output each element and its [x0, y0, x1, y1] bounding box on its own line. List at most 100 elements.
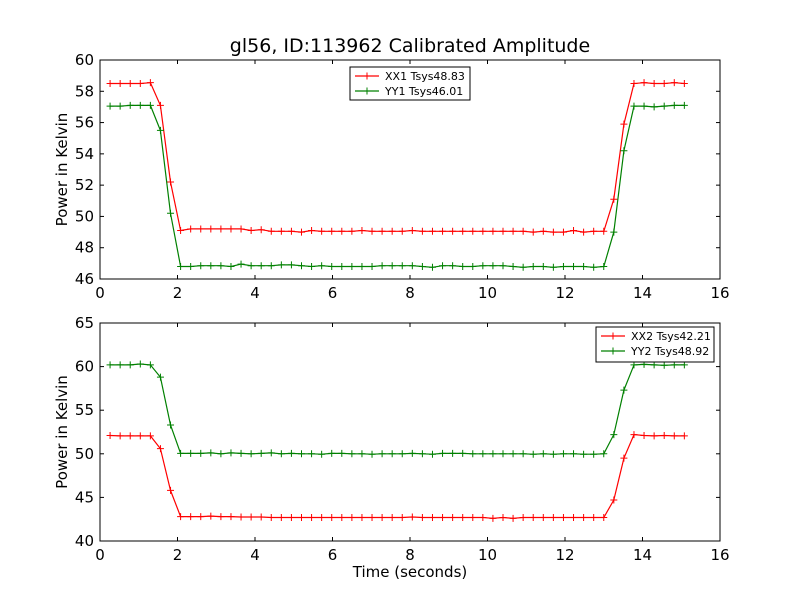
data-point [217, 450, 225, 458]
data-point [136, 101, 144, 109]
data-point [136, 79, 144, 87]
data-point [348, 227, 356, 235]
data-point [388, 450, 396, 458]
data-point [378, 513, 386, 521]
y-tick-label: 60 [75, 358, 94, 376]
data-point [207, 262, 215, 270]
y-axis-label: Power in Kelvin [53, 113, 71, 227]
data-point [277, 227, 285, 235]
x-tick-label: 0 [95, 284, 105, 302]
data-point [660, 79, 668, 87]
data-point [549, 513, 557, 521]
data-point [590, 263, 598, 271]
series-2 [106, 101, 688, 271]
data-point [358, 450, 366, 458]
data-point [459, 227, 467, 235]
data-point [378, 227, 386, 235]
series-1 [106, 431, 688, 522]
data-point [227, 513, 235, 521]
data-point [298, 450, 305, 458]
data-point [519, 263, 527, 271]
data-point [479, 450, 487, 458]
data-point [136, 360, 144, 368]
data-point [146, 432, 154, 440]
data-point [156, 101, 164, 109]
legend: XX1 Tsys48.83 YY1 Tsys46.01 [349, 66, 471, 101]
data-point [610, 195, 618, 203]
chart-title: gl56, ID:113962 Calibrated Amplitude [230, 35, 590, 57]
data-point [388, 227, 396, 235]
data-point [358, 262, 366, 270]
data-point [408, 262, 416, 270]
data-point [640, 79, 648, 87]
data-point [338, 227, 346, 235]
x-tick-label: 0 [95, 546, 105, 564]
data-point [177, 227, 185, 235]
data-point [580, 450, 588, 458]
data-point [600, 513, 608, 521]
data-point [318, 450, 326, 458]
data-point [680, 432, 688, 440]
legend-item: YY1 Tsys46.01 [355, 85, 463, 98]
data-point [388, 513, 396, 521]
data-point [146, 101, 154, 109]
series-line [110, 104, 685, 268]
data-point [177, 449, 185, 457]
data-point [126, 101, 134, 109]
data-point [499, 262, 507, 270]
data-point [187, 262, 195, 270]
data-point [408, 513, 416, 521]
legend-item: XX1 Tsys48.83 [355, 70, 465, 83]
data-point [187, 513, 195, 521]
data-point [207, 512, 215, 520]
data-point [408, 227, 416, 235]
data-point [570, 227, 578, 235]
data-point [610, 228, 618, 236]
data-point [630, 361, 638, 369]
data-point [156, 126, 164, 134]
data-point [388, 262, 396, 270]
data-point [559, 450, 567, 458]
data-point [590, 227, 598, 235]
data-point [559, 228, 567, 236]
y-tick-label: 52 [75, 176, 94, 194]
data-point [318, 227, 326, 235]
data-point [368, 450, 376, 458]
data-point [338, 449, 346, 457]
data-point [539, 450, 547, 458]
series-line [110, 363, 685, 455]
data-point [449, 227, 457, 235]
data-point [650, 79, 658, 87]
data-point [287, 513, 295, 521]
data-point [529, 450, 537, 458]
data-point [106, 361, 114, 369]
data-point [308, 513, 316, 521]
data-point [439, 227, 447, 235]
x-tick-label: 14 [633, 284, 652, 302]
data-point [539, 262, 547, 270]
x-tick-label: 2 [173, 546, 183, 564]
x-tick-label: 4 [250, 546, 260, 564]
data-point [439, 262, 447, 270]
data-point [428, 263, 436, 271]
data-point [660, 102, 668, 110]
data-point [217, 225, 225, 233]
data-point [308, 262, 316, 270]
data-point [519, 450, 527, 458]
series-1 [106, 79, 688, 236]
legend-marker [609, 332, 617, 340]
subplot-2: 0 2 4 6 8 10 12 14 16 40 45 50 55 60 65 Power in Kelvin… [53, 314, 730, 581]
data-point [257, 226, 265, 234]
data-point [257, 513, 265, 521]
data-point [459, 262, 467, 270]
legend-marker [363, 87, 371, 95]
y-tick-label: 56 [75, 114, 94, 132]
data-point [600, 450, 608, 458]
series-line [110, 433, 685, 519]
data-point [277, 513, 285, 521]
data-point [267, 449, 275, 457]
data-point [156, 445, 164, 453]
